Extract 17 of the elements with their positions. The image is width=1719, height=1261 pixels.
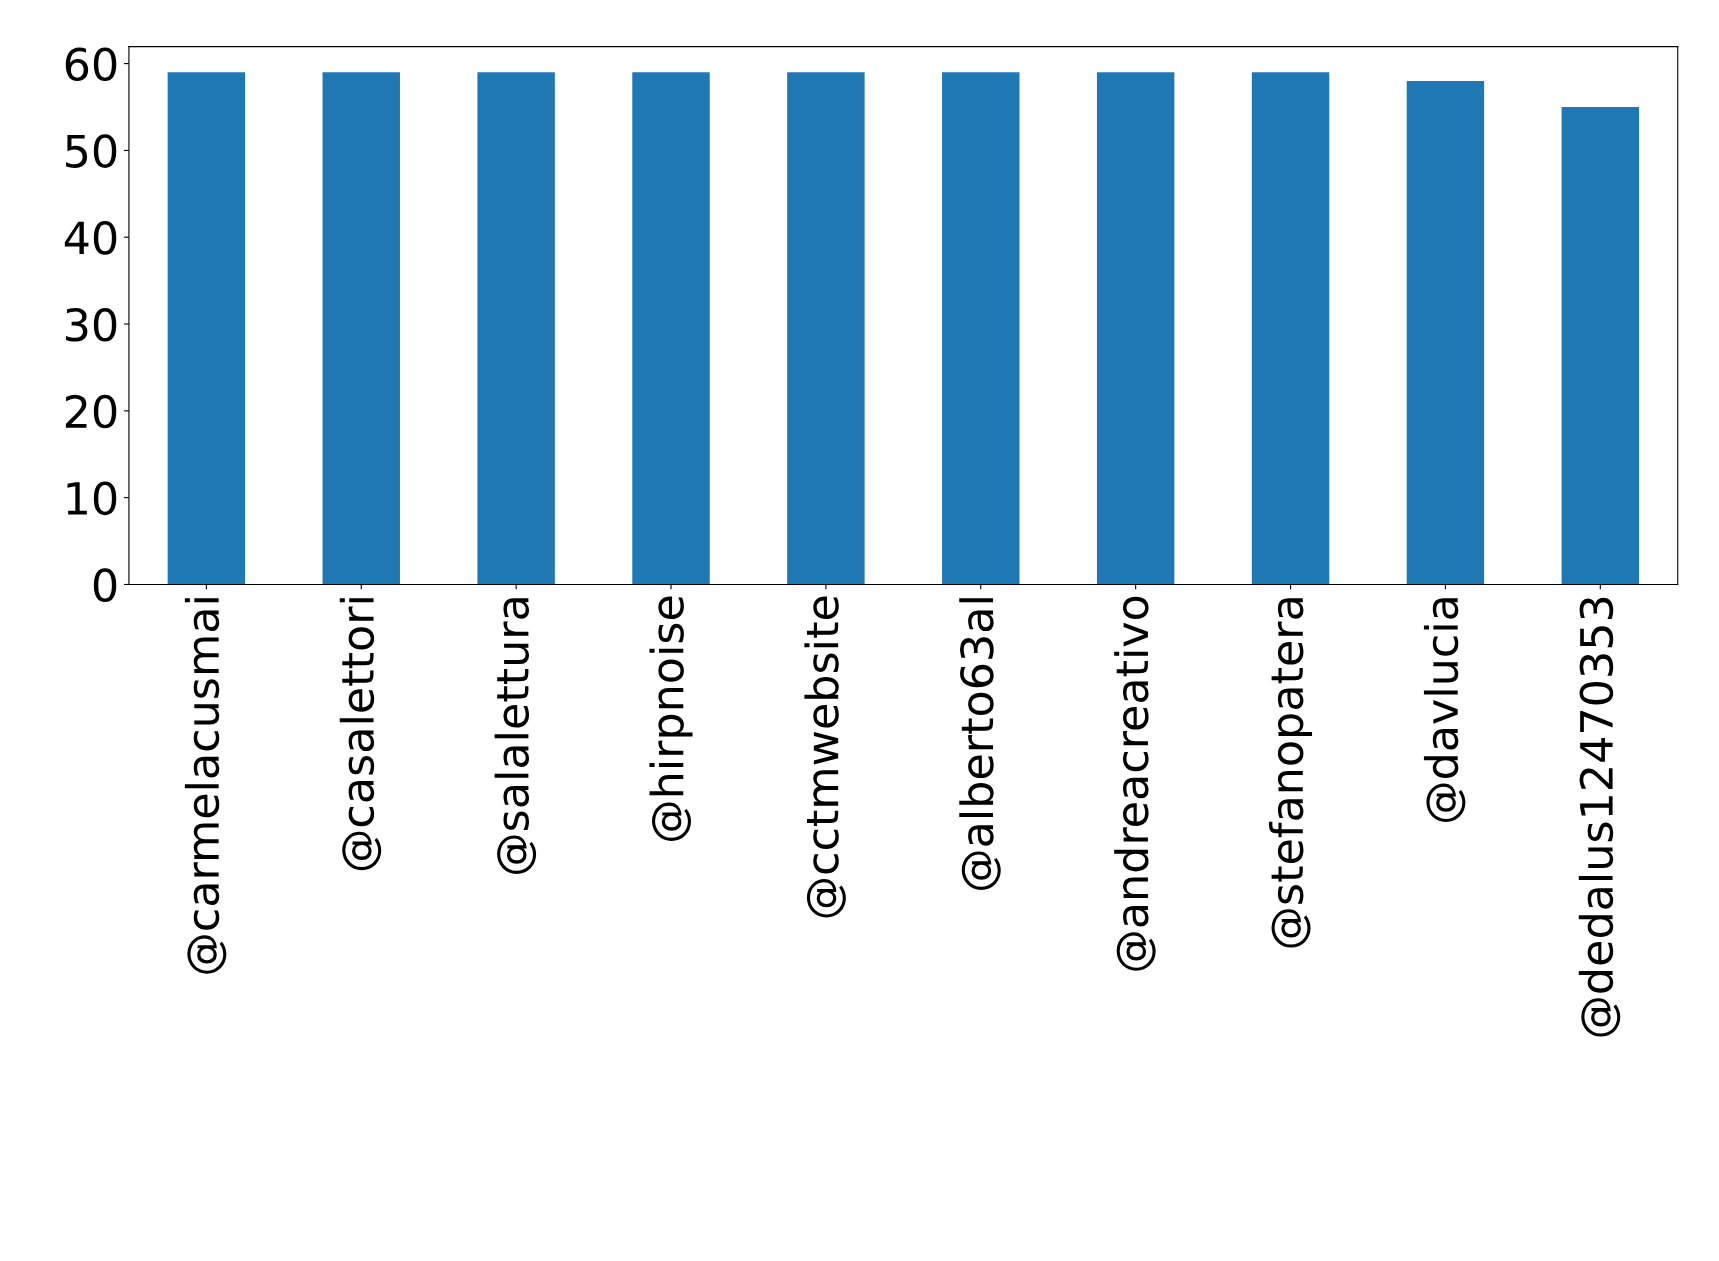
x-tick-label: @alberto63al — [959, 598, 1001, 890]
x-tick-label: @salalettura — [494, 598, 537, 874]
x-tick-label: @dedalus12470353 — [1578, 597, 1621, 1037]
x-tick-label: @hirpnoise — [649, 596, 693, 841]
y-tick-label: 30 — [66, 307, 117, 342]
x-tick-label: @cctmwebsite — [804, 596, 846, 918]
y-tick-label: 10 — [67, 481, 117, 516]
y-tick-label: 40 — [64, 221, 117, 255]
x-tick-label: @davlucia — [1423, 598, 1466, 822]
y-tick-label: 0 — [93, 568, 117, 602]
x-tick-label: @casalettori — [339, 598, 382, 871]
x-tick-label: @stefanopatera — [1269, 598, 1313, 948]
y-tick-label: 50 — [66, 134, 117, 168]
y-tick-label: 60 — [65, 47, 117, 82]
y-tick-label: 20 — [65, 394, 117, 429]
x-tick-label: @carmelacusmai — [184, 598, 227, 974]
x-tick-label: @andreacreativo — [1114, 596, 1156, 971]
